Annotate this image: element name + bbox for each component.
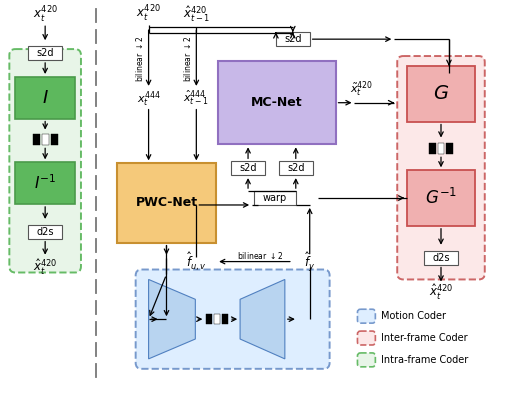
Bar bbox=[214, 314, 220, 324]
Text: s2d: s2d bbox=[284, 34, 302, 44]
Text: warp: warp bbox=[263, 193, 287, 203]
Text: $x_t^{420}$: $x_t^{420}$ bbox=[136, 4, 161, 24]
Bar bbox=[33, 134, 40, 145]
Text: bilinear $\downarrow$2: bilinear $\downarrow$2 bbox=[237, 250, 283, 261]
Bar bbox=[117, 163, 216, 243]
Bar bbox=[437, 143, 445, 154]
Text: $\hat{x}_{t-1}^{420}$: $\hat{x}_{t-1}^{420}$ bbox=[183, 5, 210, 24]
Bar bbox=[279, 161, 313, 175]
Bar bbox=[424, 251, 458, 265]
Bar bbox=[28, 225, 62, 239]
Text: d2s: d2s bbox=[36, 227, 54, 237]
FancyBboxPatch shape bbox=[357, 353, 375, 367]
FancyBboxPatch shape bbox=[357, 331, 375, 345]
Text: $I^{-1}$: $I^{-1}$ bbox=[34, 174, 57, 193]
FancyBboxPatch shape bbox=[397, 56, 485, 279]
Bar bbox=[407, 170, 475, 226]
Text: $\hat{x}_t^{420}$: $\hat{x}_t^{420}$ bbox=[429, 283, 453, 302]
Text: d2s: d2s bbox=[432, 253, 450, 263]
Bar bbox=[276, 32, 310, 46]
Polygon shape bbox=[240, 279, 285, 359]
Bar bbox=[42, 134, 49, 145]
Text: $G$: $G$ bbox=[433, 84, 449, 103]
Text: bilinear $\downarrow$2: bilinear $\downarrow$2 bbox=[134, 36, 145, 82]
Text: $\hat{x}_{t-1}^{444}$: $\hat{x}_{t-1}^{444}$ bbox=[183, 89, 209, 108]
Text: $x_t^{420}$: $x_t^{420}$ bbox=[33, 5, 58, 25]
Text: s2d: s2d bbox=[240, 163, 257, 173]
Text: $\hat{f}_{u,v}$: $\hat{f}_{u,v}$ bbox=[186, 250, 207, 273]
Text: Inter-frame Coder: Inter-frame Coder bbox=[381, 333, 468, 343]
Polygon shape bbox=[149, 279, 195, 359]
Text: $\tilde{x}_t^{420}$: $\tilde{x}_t^{420}$ bbox=[350, 79, 373, 99]
Bar bbox=[218, 61, 336, 144]
Bar bbox=[231, 161, 265, 175]
Text: PWC-Net: PWC-Net bbox=[135, 197, 197, 209]
Text: $\hat{f}_y$: $\hat{f}_y$ bbox=[304, 250, 315, 273]
Bar bbox=[254, 191, 296, 205]
Bar bbox=[15, 77, 75, 119]
Bar bbox=[15, 162, 75, 204]
FancyBboxPatch shape bbox=[357, 309, 375, 323]
Text: bilinear $\downarrow$2: bilinear $\downarrow$2 bbox=[182, 36, 193, 82]
Text: Motion Coder: Motion Coder bbox=[381, 311, 446, 321]
Bar bbox=[222, 314, 228, 324]
Text: s2d: s2d bbox=[36, 48, 54, 58]
Bar bbox=[447, 143, 453, 154]
Bar bbox=[407, 66, 475, 121]
Text: Intra-frame Coder: Intra-frame Coder bbox=[381, 355, 469, 365]
Bar bbox=[206, 314, 212, 324]
Text: $\hat{x}_t^{420}$: $\hat{x}_t^{420}$ bbox=[33, 258, 58, 277]
Bar bbox=[28, 46, 62, 60]
FancyBboxPatch shape bbox=[9, 49, 81, 273]
Text: $I$: $I$ bbox=[42, 89, 48, 107]
Text: s2d: s2d bbox=[287, 163, 304, 173]
Text: $x_t^{444}$: $x_t^{444}$ bbox=[137, 89, 160, 109]
FancyBboxPatch shape bbox=[136, 269, 329, 369]
Text: MC-Net: MC-Net bbox=[251, 96, 303, 109]
Bar bbox=[50, 134, 58, 145]
Bar bbox=[429, 143, 435, 154]
Text: $G^{-1}$: $G^{-1}$ bbox=[425, 188, 457, 208]
